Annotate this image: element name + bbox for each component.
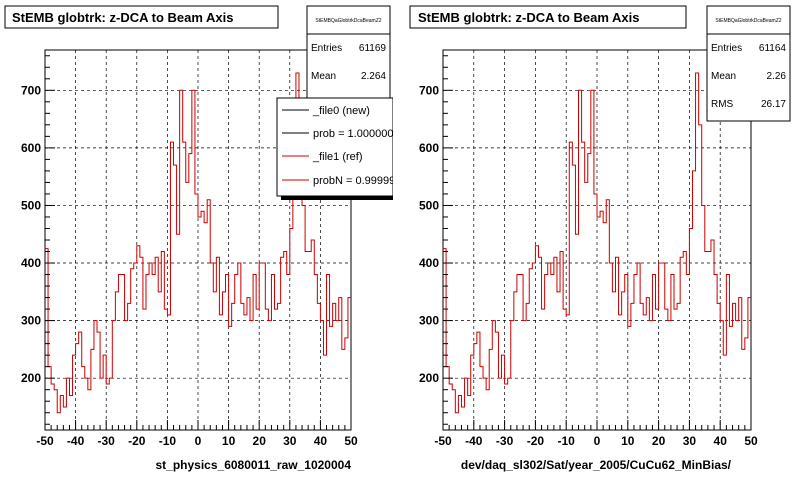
histogram-series: [443, 72, 751, 414]
chart-title: StEMB globtrk: z-DCA to Beam Axis: [418, 10, 640, 25]
y-tick-label: 400: [21, 256, 41, 270]
stats-box: [706, 5, 791, 122]
y-tick-label: 300: [21, 314, 41, 328]
stats-rms-value: 26.17: [761, 99, 786, 110]
x-tick-label: 50: [744, 434, 758, 448]
y-tick-label: 500: [21, 198, 41, 212]
y-axis-ticks: 200 300 400 500 600 700: [21, 55, 55, 425]
x-tick-label: 40: [314, 434, 328, 448]
y-tick-label: 600: [21, 141, 41, 155]
stats-mean-label: Mean: [711, 71, 736, 82]
legend-label-probn: probN = 0.999999: [313, 175, 401, 187]
stats-entries-value: 61169: [359, 43, 387, 54]
title-box: [4, 5, 279, 29]
title-box: [409, 5, 687, 29]
stats-entries-value: 61164: [759, 43, 787, 54]
stats-histogram-name: StEMBQaGlobtrkDcaBeamZ2: [315, 18, 381, 24]
x-tick-label: -40: [67, 434, 85, 448]
x-axis-title: dev/daq_sl302/Sat/year_2005/CuCu62_MinBi…: [461, 458, 732, 472]
x-tick-label: -30: [98, 434, 116, 448]
x-axis-ticks: -50 -40 -30 -20 -10 0 10 20 30 40 50: [36, 420, 358, 448]
y-tick-label: 200: [21, 371, 41, 385]
chart-title: StEMB globtrk: z-DCA to Beam Axis: [12, 10, 234, 25]
y-tick-label: 200: [419, 371, 439, 385]
legend-label-ref: _file1 (ref): [312, 151, 363, 163]
x-tick-label: 20: [253, 434, 267, 448]
x-tick-label: 30: [283, 434, 297, 448]
stats-entries-label: Entries: [711, 43, 742, 54]
x-tick-label: 0: [195, 434, 202, 448]
stats-mean-value: 2.26: [767, 71, 787, 82]
stats-histogram-name: StEMBQaGlobtrkDcaBeamZ2: [715, 18, 781, 24]
stats-entries-label: Entries: [311, 43, 342, 54]
x-tick-label: -40: [465, 434, 483, 448]
x-tick-label: -50: [434, 434, 452, 448]
x-tick-label: -50: [36, 434, 54, 448]
plot-frame: [442, 49, 752, 431]
histogram-series-ref: [45, 72, 351, 414]
stats-mean-value: 2.264: [361, 71, 386, 82]
x-axis-title: st_physics_6080011_raw_1020004: [155, 458, 351, 472]
x-tick-label: 10: [621, 434, 635, 448]
y-tick-label: 700: [21, 83, 41, 97]
stats-mean-label: Mean: [311, 71, 336, 82]
stats-rms-label: RMS: [711, 99, 734, 110]
x-tick-label: -30: [496, 434, 514, 448]
legend-label-new: _file0 (new): [312, 105, 370, 117]
y-tick-label: 500: [419, 198, 439, 212]
x-tick-label: 50: [344, 434, 358, 448]
legend: _file0 (new) prob = 1.000000 _file1 (ref…: [276, 97, 401, 200]
x-tick-label: -20: [527, 434, 545, 448]
x-tick-label: 10: [222, 434, 236, 448]
legend-label-prob: prob = 1.000000: [313, 128, 393, 140]
x-tick-label: -10: [558, 434, 576, 448]
x-tick-label: -10: [159, 434, 177, 448]
y-tick-label: 600: [419, 141, 439, 155]
x-axis-ticks: -50 -40 -30 -20 -10 0 10 20 30 40 50: [434, 420, 758, 448]
y-axis-ticks: 200 300 400 500 600 700: [419, 55, 453, 425]
x-tick-label: 0: [594, 434, 601, 448]
x-tick-label: 20: [652, 434, 666, 448]
left-histogram-panel: -50 -40 -30 -20 -10 0 10 20 30 40 50 200 300 400 500 6…: [4, 5, 405, 472]
x-tick-label: 40: [714, 434, 728, 448]
y-tick-label: 300: [419, 314, 439, 328]
right-histogram-panel: -50 -40 -30 -20 -10 0 10 20 30 40 50 200 300 400 500 6…: [409, 5, 791, 472]
x-tick-label: -20: [128, 434, 146, 448]
y-tick-label: 700: [419, 83, 439, 97]
x-tick-label: 30: [683, 434, 697, 448]
panel-gap: [393, 90, 405, 210]
y-tick-label: 400: [419, 256, 439, 270]
